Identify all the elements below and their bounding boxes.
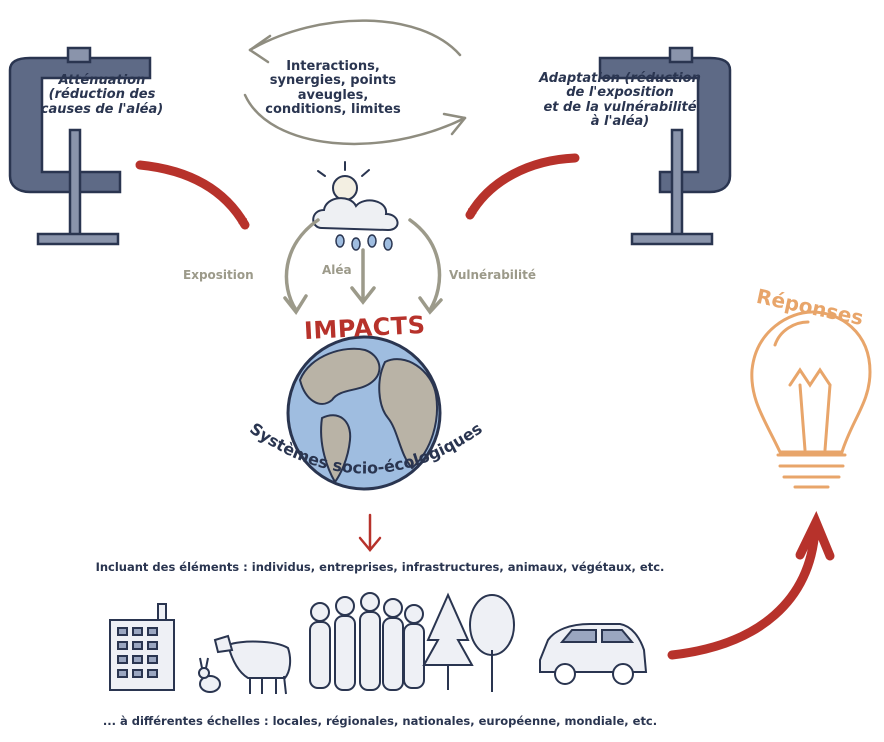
attenuation-label: Atténuation (réduction des causes de l'a…	[22, 73, 182, 117]
cow-icon	[213, 634, 292, 695]
responses-arrow	[667, 510, 835, 660]
adaptation-line: Adaptation (réduction	[539, 71, 701, 86]
exposition-label: Exposition	[183, 268, 254, 282]
attenuation-line: causes de l'aléa)	[40, 101, 164, 117]
adaptation-line: de l'exposition	[566, 85, 674, 101]
lightbulb-icon	[750, 310, 872, 489]
trees-icon	[422, 592, 515, 692]
rabbit-icon	[198, 657, 221, 693]
interactions-label: Interactions, synergies, points aveugles…	[233, 59, 433, 117]
adaptation-line: et de la vulnérabilité	[543, 99, 697, 115]
impacts-label: IMPACTS	[303, 310, 427, 346]
cloud-rain-icon	[312, 161, 399, 251]
cycle-arrows	[243, 19, 467, 146]
interactions-line: synergies, points aveugles,	[269, 73, 397, 103]
globe-icon	[286, 335, 442, 491]
interactions-line: conditions, limites	[265, 101, 401, 117]
clamp-right-icon	[598, 46, 732, 246]
adaptation-line: à l'aléa)	[590, 113, 650, 129]
including-elements-text: Incluant des éléments : individus, entre…	[95, 560, 665, 574]
scales-text: ... à différentes échelles : locales, ré…	[102, 714, 658, 728]
attenuation-line: Atténuation	[58, 73, 146, 88]
factor-arrows	[283, 218, 443, 316]
vulnerabilite-label: Vulnérabilité	[449, 268, 537, 282]
interactions-line: Interactions,	[286, 59, 380, 74]
clamp-left-icon	[8, 46, 152, 246]
building-icon	[109, 603, 175, 691]
alea-label: Aléa	[322, 263, 352, 277]
down-arrow	[358, 513, 382, 552]
attenuation-line: (réduction des	[48, 87, 156, 103]
red-arrows-clamps	[135, 153, 580, 230]
car-icon	[539, 623, 648, 685]
adaptation-label: Adaptation (réduction de l'exposition et…	[520, 71, 720, 129]
people-icon	[309, 592, 425, 691]
